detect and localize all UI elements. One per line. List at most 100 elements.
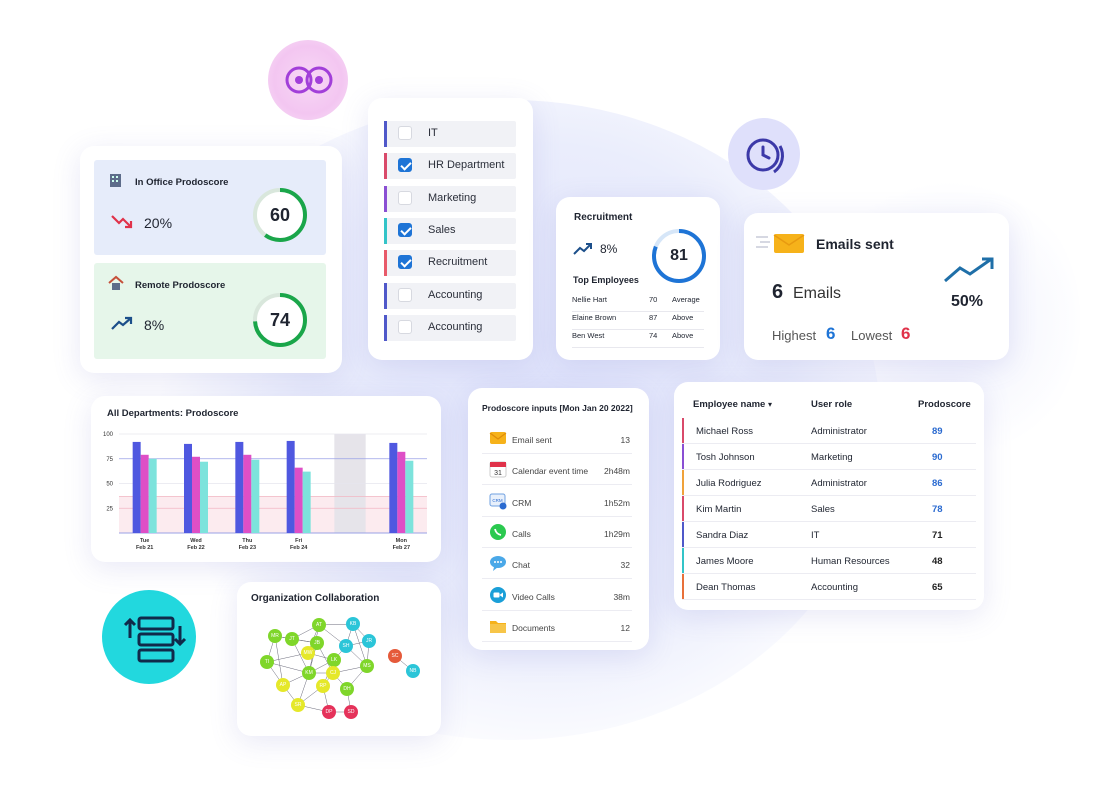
input-row: Calls 1h29m (482, 517, 632, 548)
chart-bar (405, 460, 414, 533)
collaboration-node[interactable]: NB (406, 664, 420, 678)
input-value: 13 (620, 435, 630, 445)
emails-percent: 50% (951, 293, 984, 310)
employee-role: Administrator (811, 478, 867, 489)
in-office-score-ring (253, 188, 307, 242)
x-tick-label: Feb 24 (290, 545, 308, 551)
highest-label: Highest (772, 328, 817, 343)
table-row[interactable]: Michael Ross Administrator 89 (682, 418, 976, 444)
emails-sent-card: Emails sent 6 Emails 50% Highest 6 Lowes… (744, 213, 1009, 360)
collaboration-node[interactable]: AP (276, 678, 290, 692)
collaboration-node[interactable]: JT (285, 632, 299, 646)
department-checkbox[interactable] (398, 126, 412, 140)
collaboration-node[interactable]: AT (312, 618, 326, 632)
row-accent (682, 444, 684, 469)
recruitment-score-ring (652, 229, 706, 283)
department-checkbox[interactable] (398, 287, 412, 302)
remote-trend: 8% (144, 317, 165, 333)
input-row: 31 Calendar event time 2h48m (482, 454, 632, 486)
col-prodoscore[interactable]: Prodoscore (918, 399, 971, 410)
input-label: Calls (512, 528, 531, 539)
department-item[interactable]: Marketing (384, 185, 516, 212)
collaboration-node[interactable]: MW (301, 646, 315, 660)
trend-up-icon (110, 315, 134, 336)
input-value: 2h48m (604, 466, 630, 477)
trend-up-icon (942, 256, 998, 289)
table-row[interactable]: Tosh Johnson Marketing 90 (682, 444, 976, 470)
lowest-label: Lowest (851, 328, 893, 343)
collaboration-node[interactable]: MR (268, 629, 282, 643)
collaboration-node[interactable]: JB (310, 636, 324, 650)
department-checkbox[interactable] (398, 319, 412, 334)
collaboration-node[interactable]: DP (322, 705, 336, 719)
department-item[interactable]: Accounting (384, 314, 516, 341)
collaboration-node[interactable]: JR (362, 634, 376, 648)
department-checkbox[interactable] (398, 158, 412, 173)
building-icon (108, 172, 124, 188)
department-item[interactable]: HR Department (384, 153, 516, 180)
department-checkbox[interactable] (398, 190, 412, 205)
department-item[interactable]: IT (384, 121, 516, 147)
col-user-role[interactable]: User role (811, 399, 853, 410)
collaboration-node[interactable]: KB (346, 617, 360, 631)
collaboration-node[interactable]: LK (327, 653, 341, 667)
col-employee-name[interactable]: Employee name ▾ (693, 399, 772, 410)
chart-bar (192, 456, 200, 533)
sort-icon[interactable]: ▾ (767, 400, 772, 409)
input-row: Video Calls 38m (482, 580, 632, 611)
input-label: Calendar event time (512, 466, 589, 477)
input-label: Chat (512, 560, 530, 571)
department-checkbox[interactable] (398, 255, 412, 270)
department-item[interactable]: Recruitment (384, 250, 516, 277)
collaboration-node[interactable]: SH (339, 639, 353, 653)
table-row[interactable]: Dean Thomas Accounting 65 (682, 574, 976, 600)
chart-bar (140, 454, 149, 533)
bar-chart: 100 75 50 25 Tue Feb 21 Wed Feb 22 Thu Feb 23 Fri F… (91, 396, 441, 562)
collaboration-node[interactable]: RP (316, 679, 330, 693)
collaboration-node[interactable]: KM (302, 666, 316, 680)
x-tick-label: Feb 22 (187, 545, 204, 551)
department-label: Recruitment (428, 256, 488, 269)
department-checkbox[interactable] (398, 222, 412, 237)
top-employee-row: Elaine Brown 87 Above (572, 313, 704, 330)
department-item[interactable]: Sales (384, 217, 516, 244)
collaboration-node[interactable]: MS (360, 659, 374, 673)
office-remote-card: In Office Prodoscore 20% 60 Remote Prodo… (80, 146, 342, 373)
table-row[interactable]: Kim Martin Sales 78 (682, 496, 976, 522)
in-office-trend: 20% (144, 215, 173, 231)
table-row[interactable]: Julia Rodriguez Administrator 86 (682, 470, 976, 496)
collaboration-title: Organization Collaboration (251, 593, 380, 604)
table-row[interactable]: Sandra Diaz IT 71 (682, 522, 976, 548)
chart-bar (148, 458, 157, 533)
employee-name: Michael Ross (696, 426, 754, 437)
collaboration-node[interactable]: SC (388, 649, 402, 663)
in-office-panel: In Office Prodoscore 20% 60 (94, 160, 326, 255)
employee-score: 87 (649, 313, 658, 322)
table-row[interactable]: James Moore Human Resources 48 (682, 548, 976, 574)
employee-name: Ben West (572, 331, 605, 340)
calendar-icon: 31 (489, 460, 507, 478)
department-filter-card: IT HR Department Marketing Sales Recruitment… (368, 98, 533, 360)
top-employee-row: Ben West 74 Above (572, 331, 704, 348)
lowest-value: 6 (901, 324, 911, 343)
emails-title: Emails sent (816, 236, 894, 252)
x-tick-label: Tue (140, 538, 149, 544)
employee-name: Tosh Johnson (696, 452, 755, 463)
collaboration-node[interactable]: DH (340, 682, 354, 696)
collaboration-node[interactable]: TI (260, 655, 274, 669)
department-item[interactable]: Accounting (384, 282, 516, 309)
collaboration-node[interactable]: SD (344, 705, 358, 719)
x-tick-label: Wed (190, 538, 202, 544)
chart-bar (286, 440, 295, 533)
collaboration-node[interactable]: CJ (326, 666, 340, 680)
inputs-title: Prodoscore inputs [Mon Jan 20 2022] (482, 403, 633, 413)
row-accent (682, 418, 684, 443)
employee-role: IT (811, 530, 820, 541)
y-tick-label: 100 (103, 432, 114, 438)
collaboration-node[interactable]: SR (291, 698, 305, 712)
department-accent (384, 153, 387, 180)
x-tick-label: Mon (396, 538, 408, 544)
employee-score: 48 (932, 556, 943, 567)
employee-score: 71 (932, 530, 943, 541)
row-accent (682, 522, 684, 547)
